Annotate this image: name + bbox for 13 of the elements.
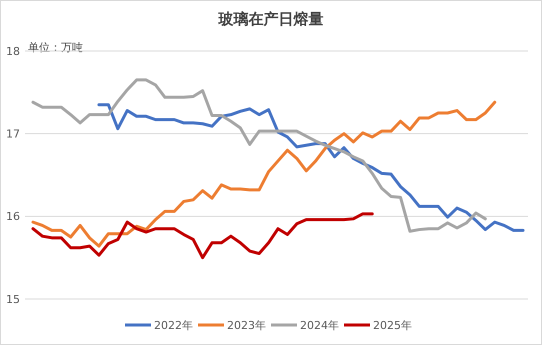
chart-title: 玻璃在产日熔量 [218, 10, 324, 28]
line-series [32, 212, 374, 260]
legend-label: 2025年 [373, 318, 412, 332]
legend-label: 2023年 [227, 318, 266, 332]
y-tick-label: 18 [6, 44, 20, 58]
line-series [32, 100, 496, 248]
y-tick-label: 17 [6, 128, 20, 141]
y-tick-label: 16 [6, 210, 20, 224]
legend-label: 2022年 [154, 318, 193, 332]
line-series [97, 103, 524, 232]
y-tick-label: 15 [6, 292, 20, 306]
line-series [32, 78, 487, 233]
legend-label: 2024年 [300, 318, 339, 332]
